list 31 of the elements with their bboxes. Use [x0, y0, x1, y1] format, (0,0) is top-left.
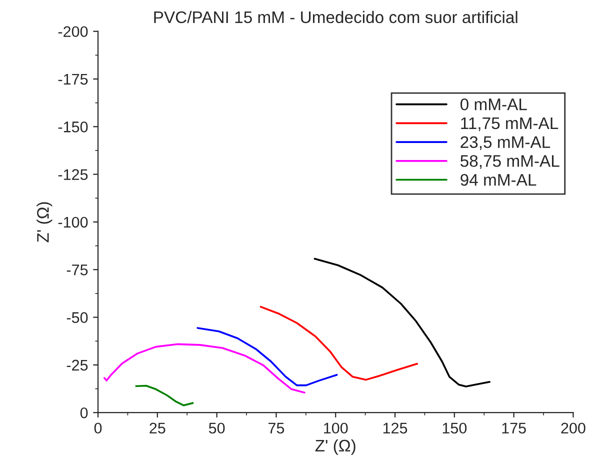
line-series [104, 343, 306, 394]
y-tick-label: -75 [66, 264, 88, 276]
line-series [260, 306, 418, 381]
x-tick-label: 0 [94, 422, 102, 434]
legend-label: 58,75 mM-AL [460, 155, 560, 169]
y-tick-label: -125 [58, 169, 88, 180]
line-series [135, 384, 194, 406]
x-tick-label: 75 [268, 422, 284, 434]
line-series [196, 327, 338, 386]
legend-label: 94 mM-AL [460, 174, 536, 186]
line-series [314, 258, 490, 388]
x-tick-label: 150 [442, 422, 467, 434]
y-tick-label: -175 [58, 74, 88, 85]
x-tick-label: 25 [150, 422, 166, 434]
x-tick-label: 100 [324, 422, 348, 434]
x-tick-label: 175 [502, 422, 526, 434]
x-axis-title: Z' (Ω) [315, 439, 356, 455]
chart-title: PVC/PANI 15 mM - Umedecido com suor artificial [154, 10, 518, 24]
y-tick-label: -25 [66, 360, 88, 371]
legend-label: 11,75 mM-AL [461, 118, 558, 132]
legend-label: 0 mM-AL [460, 98, 527, 110]
y-tick-label: 0 [80, 407, 88, 418]
y-axis-title: Z' (Ω) [36, 202, 52, 242]
y-tick-label: -50 [66, 312, 88, 323]
x-tick-label: 50 [208, 422, 225, 434]
y-tick-label: -200 [58, 26, 88, 38]
x-tick-label: 125 [383, 422, 408, 434]
legend-label: 23,5 mM-AL [460, 136, 550, 150]
y-tick-label: -150 [58, 122, 88, 132]
x-tick-label: 200 [561, 422, 586, 434]
y-tick-label: -100 [58, 216, 88, 228]
